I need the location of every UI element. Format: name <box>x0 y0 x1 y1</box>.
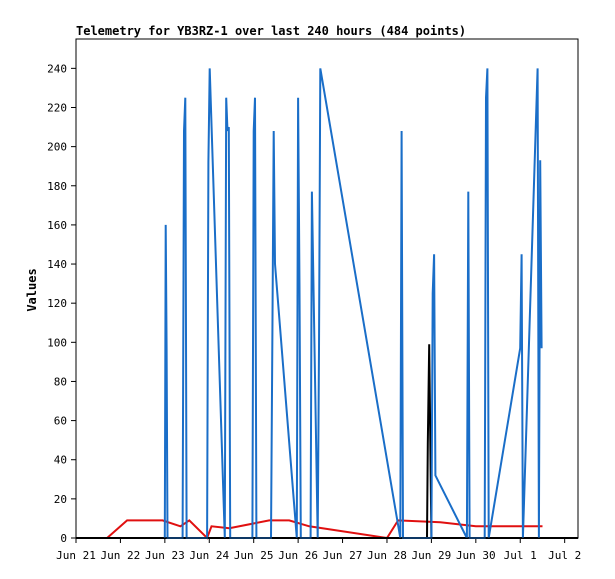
x-tick-label: Jun 28 <box>367 549 407 562</box>
x-tick-label: Jul 2 <box>548 549 581 562</box>
y-axis-label: Values <box>25 268 39 311</box>
y-tick-label: 160 <box>47 219 67 232</box>
x-tick-label: Jun 25 <box>234 549 274 562</box>
x-tick-label: Jun 26 <box>278 549 318 562</box>
y-tick-label: 80 <box>54 375 67 388</box>
x-tick-label: Jun 22 <box>101 549 141 562</box>
x-tick-label: Jun 27 <box>323 549 363 562</box>
series-line-blue <box>163 68 543 539</box>
y-tick-label: 120 <box>47 297 67 310</box>
chart-title: Telemetry for YB3RZ-1 over last 240 hour… <box>76 24 466 38</box>
x-tick-label: Jun 24 <box>189 549 229 562</box>
y-tick-label: 40 <box>54 454 67 467</box>
y-tick-label: 200 <box>47 141 67 154</box>
y-tick-label: 140 <box>47 258 67 271</box>
x-tick-label: Jun 30 <box>456 549 496 562</box>
series-line-red <box>106 519 543 540</box>
x-tick-label: Jun 21 <box>56 549 96 562</box>
y-tick-label: 180 <box>47 180 67 193</box>
y-tick-label: 20 <box>54 493 67 506</box>
y-tick-label: 100 <box>47 336 67 349</box>
y-tick-label: 220 <box>47 101 67 114</box>
x-tick-label: Jun 29 <box>412 549 452 562</box>
x-tick-label: Jul 1 <box>504 549 537 562</box>
y-tick-label: 0 <box>60 532 67 545</box>
plot-frame <box>75 38 579 539</box>
y-tick-label: 240 <box>47 62 67 75</box>
x-tick-label: Jun 23 <box>145 549 185 562</box>
y-tick-label: 60 <box>54 415 67 428</box>
